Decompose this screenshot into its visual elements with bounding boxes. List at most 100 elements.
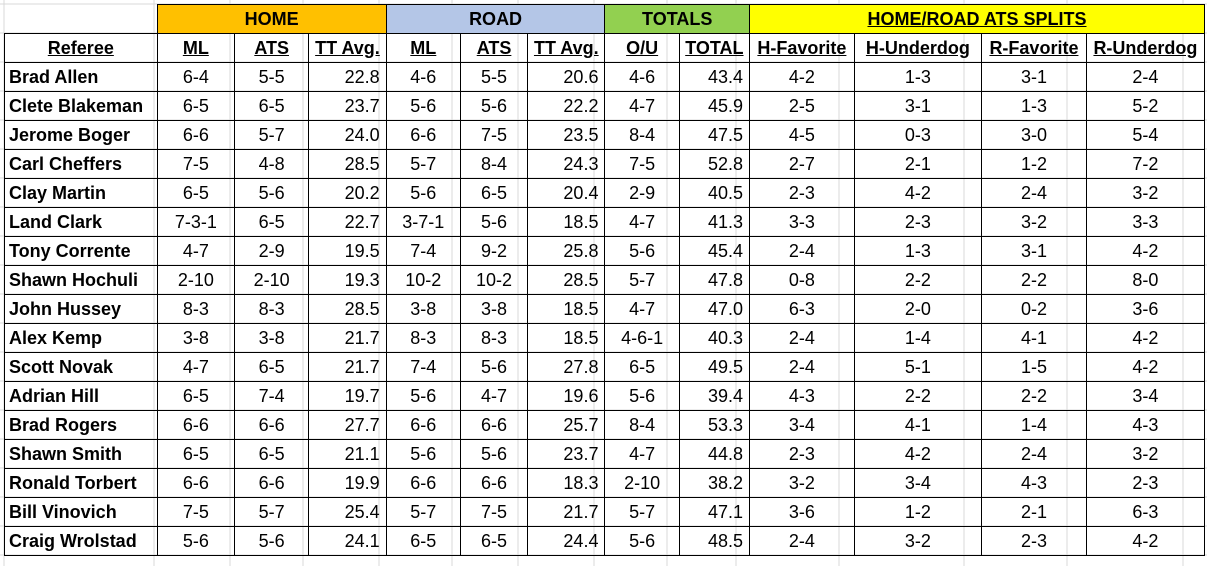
cell-r-underdog[interactable]: 3-4 [1085,381,1206,411]
cell-home-ml[interactable]: 4-7 [156,236,236,266]
cell-home-ml[interactable]: 6-6 [156,120,236,150]
referee-name-cell[interactable]: Tony Corrente [4,236,158,266]
cell-home-ml[interactable]: 6-6 [156,468,236,498]
cell-road-tt-avg[interactable]: 25.8 [527,236,606,266]
cell-total[interactable]: 43.4 [678,62,750,92]
blank-corner-cell[interactable] [4,4,158,34]
cell-h-favorite[interactable]: 4-3 [748,381,855,411]
cell-total[interactable]: 40.3 [678,323,750,353]
cell-r-favorite[interactable]: 2-2 [981,381,1087,411]
cell-total[interactable]: 48.5 [678,526,750,556]
cell-home-tt-avg[interactable]: 19.3 [308,265,387,295]
cell-r-favorite[interactable]: 4-1 [981,323,1087,353]
cell-h-favorite[interactable]: 6-3 [748,294,855,324]
cell-h-favorite[interactable]: 2-4 [748,352,855,382]
cell-road-tt-avg[interactable]: 25.7 [527,410,606,440]
cell-ou[interactable]: 4-6-1 [604,323,680,353]
cell-r-underdog[interactable]: 5-4 [1085,120,1206,150]
cell-road-ml[interactable]: 5-7 [385,149,461,179]
cell-h-favorite[interactable]: 3-3 [748,207,855,237]
cell-ou[interactable]: 4-7 [604,439,680,469]
cell-h-favorite[interactable]: 0-8 [748,265,855,295]
cell-r-favorite[interactable]: 3-2 [981,207,1087,237]
cell-ou[interactable]: 4-6 [604,62,680,92]
cell-home-ml[interactable]: 6-5 [156,439,236,469]
cell-road-ml[interactable]: 7-4 [385,236,461,266]
cell-home-tt-avg[interactable]: 23.7 [308,91,387,121]
cell-h-favorite[interactable]: 3-6 [748,497,855,527]
cell-road-ml[interactable]: 8-3 [385,323,461,353]
cell-road-ml[interactable]: 3-8 [385,294,461,324]
cell-road-ats[interactable]: 6-5 [459,178,529,208]
cell-road-ml[interactable]: 7-4 [385,352,461,382]
cell-r-favorite[interactable]: 0-2 [981,294,1087,324]
cell-h-underdog[interactable]: 2-2 [853,265,983,295]
cell-h-favorite[interactable]: 2-7 [748,149,855,179]
referee-name-cell[interactable]: Clete Blakeman [4,91,158,121]
cell-r-underdog[interactable]: 4-3 [1085,410,1206,440]
cell-total[interactable]: 47.1 [678,497,750,527]
cell-road-ats[interactable]: 5-6 [459,207,529,237]
cell-road-ats[interactable]: 5-6 [459,352,529,382]
cell-road-ml[interactable]: 5-6 [385,381,461,411]
cell-road-ml[interactable]: 5-7 [385,497,461,527]
cell-home-ml[interactable]: 6-5 [156,178,236,208]
cell-h-favorite[interactable]: 2-3 [748,439,855,469]
cell-home-ats[interactable]: 5-7 [233,497,310,527]
cell-road-tt-avg[interactable]: 18.5 [527,207,606,237]
cell-home-tt-avg[interactable]: 22.7 [308,207,387,237]
cell-r-favorite[interactable]: 2-3 [981,526,1087,556]
cell-road-tt-avg[interactable]: 18.5 [527,294,606,324]
cell-ou[interactable]: 5-7 [604,497,680,527]
referee-name-cell[interactable]: Adrian Hill [4,381,158,411]
cell-r-favorite[interactable]: 4-3 [981,468,1087,498]
cell-ou[interactable]: 6-5 [604,352,680,382]
cell-h-favorite[interactable]: 3-2 [748,468,855,498]
cell-ou[interactable]: 4-7 [604,207,680,237]
cell-home-ml[interactable]: 5-6 [156,526,236,556]
group-header-home[interactable]: HOME [156,4,387,34]
cell-road-ats[interactable]: 4-7 [459,381,529,411]
cell-home-tt-avg[interactable]: 25.4 [308,497,387,527]
cell-road-ml[interactable]: 6-5 [385,526,461,556]
cell-road-ats[interactable]: 8-3 [459,323,529,353]
cell-home-ats[interactable]: 5-6 [233,178,310,208]
cell-home-ml[interactable]: 7-3-1 [156,207,236,237]
cell-road-ats[interactable]: 5-6 [459,91,529,121]
cell-r-favorite[interactable]: 1-2 [981,149,1087,179]
cell-home-ml[interactable]: 2-10 [156,265,236,295]
column-header-home-ats[interactable]: ATS [233,33,310,63]
referee-name-cell[interactable]: Craig Wrolstad [4,526,158,556]
cell-r-underdog[interactable]: 4-2 [1085,526,1206,556]
cell-road-tt-avg[interactable]: 18.3 [527,468,606,498]
cell-road-tt-avg[interactable]: 20.6 [527,62,606,92]
cell-home-ml[interactable]: 4-7 [156,352,236,382]
cell-home-tt-avg[interactable]: 19.9 [308,468,387,498]
cell-home-ats[interactable]: 7-4 [233,381,310,411]
cell-home-tt-avg[interactable]: 21.1 [308,439,387,469]
column-header-referee[interactable]: Referee [4,33,158,63]
cell-road-tt-avg[interactable]: 19.6 [527,381,606,411]
cell-r-underdog[interactable]: 8-0 [1085,265,1206,295]
referee-name-cell[interactable]: Shawn Hochuli [4,265,158,295]
cell-total[interactable]: 40.5 [678,178,750,208]
cell-home-tt-avg[interactable]: 19.7 [308,381,387,411]
referee-name-cell[interactable]: Bill Vinovich [4,497,158,527]
cell-road-tt-avg[interactable]: 23.7 [527,439,606,469]
cell-home-tt-avg[interactable]: 28.5 [308,294,387,324]
cell-h-underdog[interactable]: 1-4 [853,323,983,353]
cell-home-ml[interactable]: 6-5 [156,381,236,411]
cell-h-favorite[interactable]: 4-5 [748,120,855,150]
cell-r-underdog[interactable]: 2-4 [1085,62,1206,92]
cell-h-underdog[interactable]: 2-3 [853,207,983,237]
cell-home-ml[interactable]: 7-5 [156,149,236,179]
referee-name-cell[interactable]: Shawn Smith [4,439,158,469]
cell-h-underdog[interactable]: 4-1 [853,410,983,440]
cell-total[interactable]: 47.0 [678,294,750,324]
cell-road-ml[interactable]: 6-6 [385,410,461,440]
cell-road-tt-avg[interactable]: 28.5 [527,265,606,295]
cell-r-underdog[interactable]: 3-3 [1085,207,1206,237]
cell-h-underdog[interactable]: 2-1 [853,149,983,179]
cell-total[interactable]: 39.4 [678,381,750,411]
column-header-r-favorite[interactable]: R-Favorite [981,33,1087,63]
